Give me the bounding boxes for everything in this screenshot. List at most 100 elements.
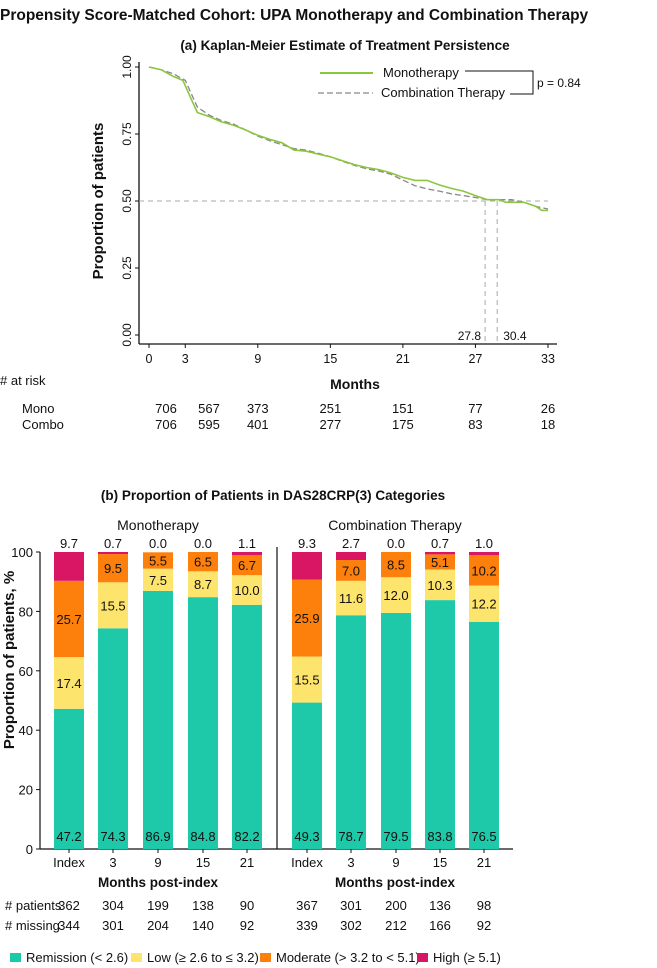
km-y-tick-label: 1.00 xyxy=(120,55,134,79)
km-y-tick-label: 0.25 xyxy=(120,256,134,280)
legend-combination: Combination Therapy xyxy=(381,85,506,100)
bar-value-label-low: 10.0 xyxy=(234,583,259,598)
bar-value-label-low: 15.5 xyxy=(100,598,125,613)
bar-value-label-remission: 79.5 xyxy=(383,829,408,844)
missing-count: 339 xyxy=(296,918,318,933)
legend-label-remission: Remission (< 2.6) xyxy=(26,950,128,965)
bar-segment-high xyxy=(98,552,128,555)
bar-segment-remission xyxy=(98,628,128,849)
bar-segment-remission xyxy=(425,600,455,849)
at-risk-value: 26 xyxy=(541,401,555,416)
bar-value-label-moderate: 8.5 xyxy=(387,558,405,573)
km-y-tick-label: 0.00 xyxy=(120,323,134,347)
bar-y-tick-label: 40 xyxy=(19,723,33,738)
bar-segment-high xyxy=(336,552,366,561)
at-risk-value: 175 xyxy=(392,417,414,432)
patients-count: 199 xyxy=(147,898,169,913)
bar-value-label-remission: 76.5 xyxy=(471,829,496,844)
km-y-tick-label: 0.50 xyxy=(120,189,134,213)
bar-value-label-high: 9.7 xyxy=(60,536,78,551)
bar-segment-moderate xyxy=(336,560,366,581)
bar-segment-low xyxy=(469,585,499,622)
bar-segment-remission xyxy=(469,621,499,849)
missing-count: 344 xyxy=(58,918,80,933)
km-x-axis-title: Months xyxy=(330,376,380,392)
patients-count: 138 xyxy=(192,898,214,913)
x-axis-title-mono: Months post-index xyxy=(98,875,218,890)
bar-segment-moderate xyxy=(188,552,218,572)
bar-value-label-low: 15.5 xyxy=(294,673,319,688)
at-risk-value: 83 xyxy=(468,417,482,432)
bar-x-tick-label: 15 xyxy=(433,855,447,870)
bar-value-label-high: 1.1 xyxy=(238,536,256,551)
bar-value-label-low: 8.7 xyxy=(194,577,212,592)
bar-value-label-high: 2.7 xyxy=(342,536,360,551)
bar-y-axis-title: Proportion of patients, % xyxy=(1,571,18,749)
bar-segment-high xyxy=(54,552,84,581)
bar-value-label-moderate: 5.1 xyxy=(431,555,449,570)
p-value: p = 0.84 xyxy=(537,76,581,90)
row-label-missing: # missing xyxy=(5,918,60,933)
bar-value-label-remission: 74.3 xyxy=(100,829,125,844)
km-title: (a) Kaplan-Meier Estimate of Treatment P… xyxy=(180,38,510,53)
bar-segment-low xyxy=(336,580,366,616)
patients-count: 200 xyxy=(385,898,407,913)
bar-segment-low xyxy=(98,582,128,629)
bar-y-tick-label: 80 xyxy=(19,604,33,619)
bar-y-tick-label: 0 xyxy=(26,842,33,857)
bar-value-label-moderate: 6.5 xyxy=(194,555,212,570)
at-risk-value: 277 xyxy=(319,417,341,432)
bar-value-label-high: 0.0 xyxy=(387,536,405,551)
bar-segment-low xyxy=(232,575,262,605)
legend-swatch-high xyxy=(417,953,428,962)
patients-count: 98 xyxy=(477,898,491,913)
missing-count: 166 xyxy=(429,918,451,933)
bar-value-label-moderate: 25.7 xyxy=(56,612,81,627)
missing-count: 92 xyxy=(240,918,254,933)
bar-segment-high xyxy=(469,552,499,556)
bar-value-label-remission: 49.3 xyxy=(294,829,319,844)
bar-segment-remission xyxy=(188,597,218,849)
missing-count: 204 xyxy=(147,918,169,933)
at-risk-value: 567 xyxy=(198,401,220,416)
bar-y-tick-label: 60 xyxy=(19,664,33,679)
bar-value-label-low: 7.5 xyxy=(149,573,167,588)
legend-swatch-moderate xyxy=(260,953,271,962)
at-risk-value: 706 xyxy=(155,401,177,416)
missing-count: 301 xyxy=(102,918,124,933)
bar-segment-low xyxy=(54,657,84,709)
row-label-patients: # patients xyxy=(5,898,62,913)
bar-title: (b) Proportion of Patients in DAS28CRP(3… xyxy=(101,488,445,503)
bar-value-label-low: 10.3 xyxy=(427,578,452,593)
patients-count: 301 xyxy=(340,898,362,913)
patients-count: 304 xyxy=(102,898,124,913)
bar-value-label-low: 11.6 xyxy=(339,591,363,606)
at-risk-row-label: Combo xyxy=(22,417,64,432)
median-label: 27.8 xyxy=(458,329,482,343)
median-label: 30.4 xyxy=(503,329,527,343)
bar-value-label-remission: 47.2 xyxy=(56,829,81,844)
bar-segment-low xyxy=(188,571,218,598)
at-risk-value: 18 xyxy=(541,417,555,432)
bar-value-label-high: 0.0 xyxy=(149,536,167,551)
bar-segment-moderate xyxy=(143,552,173,569)
km-x-tick-label: 3 xyxy=(182,352,189,366)
km-x-tick-label: 15 xyxy=(323,352,337,366)
bar-x-tick-label: Index xyxy=(291,855,323,870)
bar-value-label-moderate: 10.2 xyxy=(471,563,496,578)
bar-x-tick-label: 21 xyxy=(477,855,491,870)
km-y-tick-label: 0.75 xyxy=(120,122,134,146)
legend-monotherapy: Monotherapy xyxy=(383,65,459,80)
bar-value-label-remission: 86.9 xyxy=(145,829,170,844)
bar-segment-moderate xyxy=(469,555,499,586)
bar-x-tick-label: 3 xyxy=(347,855,354,870)
bar-segment-remission xyxy=(54,708,84,849)
bar-x-tick-label: 9 xyxy=(392,855,399,870)
bar-segment-high xyxy=(232,552,262,556)
figure-title: Propensity Score-Matched Cohort: UPA Mon… xyxy=(0,7,589,24)
bar-segment-moderate xyxy=(381,552,411,578)
km-x-tick-label: 21 xyxy=(396,352,410,366)
bar-segment-remission xyxy=(292,702,322,849)
at-risk-value: 77 xyxy=(468,401,482,416)
